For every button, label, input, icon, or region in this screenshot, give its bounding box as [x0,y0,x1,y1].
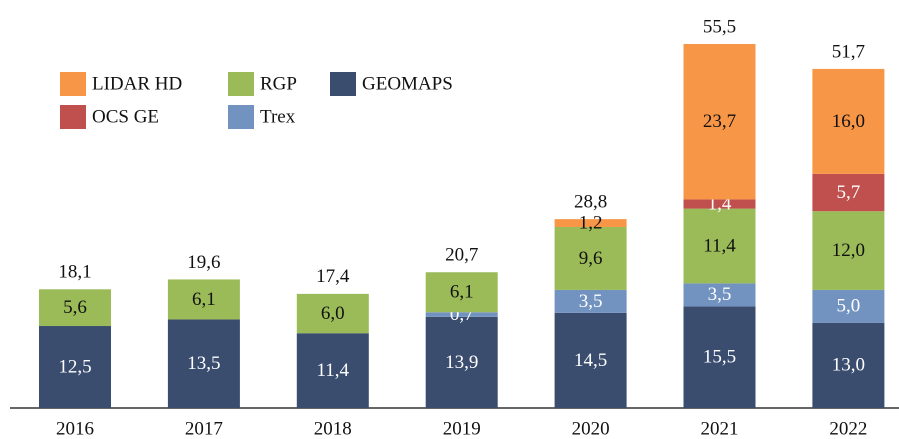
legend-label: OCS GE [92,106,159,127]
bar-segment [167,279,240,320]
bar-segment [425,316,498,408]
data-label: 3,5 [708,284,732,305]
data-label: 13,9 [445,352,478,373]
bar-segment [683,208,756,284]
bar-segment [425,312,498,317]
bar-segment [167,319,240,408]
legend-label: GEOMAPS [362,73,453,94]
bar-segment [683,283,756,307]
total-label: 55,5 [703,16,736,37]
data-label: 9,6 [579,248,603,269]
legend-label: Trex [260,106,296,127]
bar-segment [812,322,885,408]
legend-label: LIDAR HD [92,73,182,94]
bar-segment [812,68,885,174]
bar-segment [39,289,111,327]
total-label: 28,8 [574,191,607,212]
bar-segment [554,226,627,290]
bar-segment [812,211,885,290]
bar-segment [296,333,369,408]
bar-segment [39,326,111,408]
bar-segment [554,312,627,408]
legend-swatch [60,105,86,129]
x-tick-label: 2022 [829,418,867,439]
data-label: 6,1 [192,289,216,310]
data-label: 11,4 [317,360,350,381]
legend-swatch [330,72,356,96]
data-label: 12,0 [832,240,865,261]
bar-segment [812,289,885,323]
data-label: 15,5 [703,347,736,368]
total-label: 20,7 [445,245,478,266]
x-tick-label: 2020 [572,418,610,439]
data-label: 13,5 [187,353,220,374]
bar-segment [425,272,498,313]
data-label: 5,0 [837,296,861,317]
data-label: 13,0 [832,355,865,376]
legend-swatch [60,72,86,96]
bar-segment [812,173,885,212]
bar-segment [683,199,756,209]
data-label: 23,7 [703,111,736,132]
x-tick-label: 2017 [185,418,223,439]
data-label: 14,5 [574,350,607,371]
bar-segment [554,219,627,227]
total-label: 17,4 [316,266,350,287]
data-label: 5,6 [63,297,87,318]
legend-swatch [228,72,254,96]
total-label: 51,7 [832,41,865,62]
x-tick-label: 2021 [701,418,739,439]
x-tick-label: 2018 [314,418,352,439]
data-label: 6,1 [450,282,474,303]
data-label: 16,0 [832,111,865,132]
x-tick-label: 2016 [56,418,94,439]
bar-segment [683,306,756,408]
bar-segment [554,289,627,313]
total-label: 19,6 [187,252,220,273]
data-label: 11,4 [703,235,736,256]
data-label: 12,5 [58,356,91,377]
x-tick-label: 2019 [443,418,481,439]
data-label: 5,7 [837,182,861,203]
legend-swatch [228,105,254,129]
bar-segment [296,293,369,334]
bar-segment [683,44,756,200]
total-label: 18,1 [58,262,91,283]
data-label: 1,2 [579,212,603,233]
data-label: 3,5 [579,291,603,312]
data-label: 6,0 [321,303,345,324]
legend-label: RGP [260,73,297,94]
